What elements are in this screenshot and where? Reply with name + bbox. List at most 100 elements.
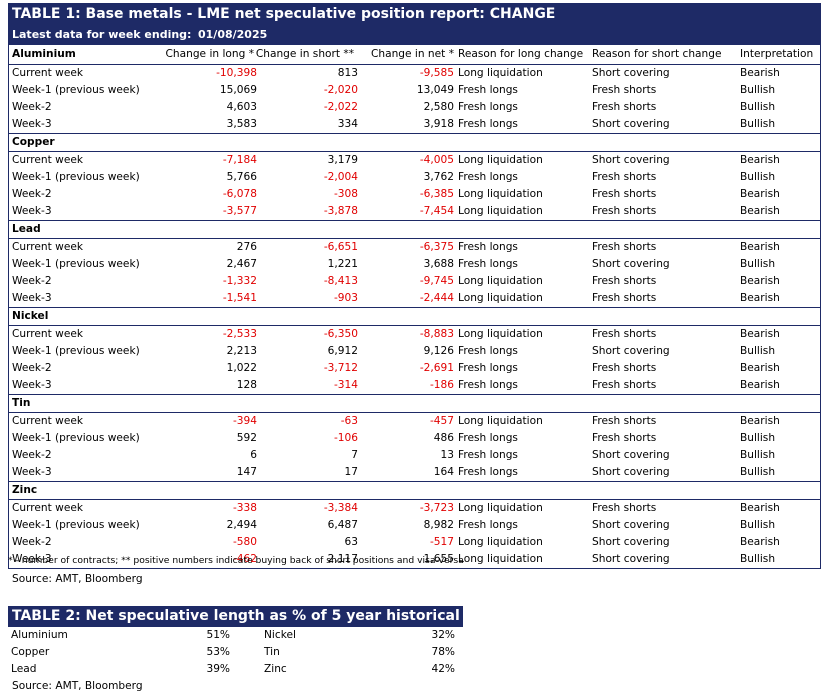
interpretation-cell: Bearish xyxy=(740,362,780,374)
interpretation-cell: Bullish xyxy=(740,258,776,270)
table-row: Week-3 3,583 334 3,918 Fresh longs Short cove… xyxy=(9,116,820,133)
column-header: Change in short ** xyxy=(255,48,354,60)
interpretation-cell: Bearish xyxy=(740,154,780,166)
table2-row: Aluminium 51% Nickel 32% xyxy=(8,627,463,644)
interpretation-cell: Bearish xyxy=(740,292,780,304)
metal-name: Zinc xyxy=(12,484,38,496)
table-row: Week-2 -580 63 -517 Long liquidation Short co… xyxy=(9,534,820,551)
reason-short-cell: Short covering xyxy=(592,466,670,478)
reason-short-cell: Fresh shorts xyxy=(592,432,657,444)
metal-a-cell: Aluminium xyxy=(11,629,68,641)
change-net-cell: 9,126 xyxy=(423,345,454,357)
interpretation-cell: Bearish xyxy=(740,205,780,217)
table-row: Week-3 -3,577 -3,878 -7,454 Long liquidation… xyxy=(9,203,820,220)
reason-long-cell: Fresh longs xyxy=(458,432,518,444)
metal-header-row: Lead xyxy=(9,221,820,239)
reason-short-cell: Fresh shorts xyxy=(592,328,657,340)
interpretation-cell: Bearish xyxy=(740,502,780,514)
pct-b-cell: 78% xyxy=(431,646,455,658)
period-cell: Week-3 xyxy=(12,553,52,565)
change-long-cell: 128 xyxy=(236,379,257,391)
reason-long-cell: Fresh longs xyxy=(458,171,518,183)
reason-long-cell: Fresh longs xyxy=(458,345,518,357)
change-net-cell: -4,005 xyxy=(419,154,454,166)
period-cell: Week-1 (previous week) xyxy=(12,84,140,96)
table-row: Week-2 -1,332 -8,413 -9,745 Long liquidation… xyxy=(9,273,820,290)
table-row: Week-3 -462 2,117 1,655 Long liquidation Shor… xyxy=(9,551,820,568)
reason-short-cell: Short covering xyxy=(592,258,670,270)
reason-short-cell: Fresh shorts xyxy=(592,362,657,374)
reason-long-cell: Fresh longs xyxy=(458,101,518,113)
period-cell: Current week xyxy=(12,67,83,79)
change-long-cell: 147 xyxy=(236,466,257,478)
change-short-cell: -2,004 xyxy=(323,171,358,183)
reason-short-cell: Short covering xyxy=(592,553,670,565)
reason-long-cell: Long liquidation xyxy=(458,205,543,217)
interpretation-cell: Bullish xyxy=(740,519,776,531)
reason-short-cell: Short covering xyxy=(592,345,670,357)
change-short-cell: 6,487 xyxy=(327,519,358,531)
interpretation-cell: Bullish xyxy=(740,553,776,565)
change-long-cell: -394 xyxy=(232,415,257,427)
change-net-cell: 3,762 xyxy=(423,171,454,183)
table-row: Week-1 (previous week) 592 -106 486 Fresh lo… xyxy=(9,430,820,447)
reason-short-cell: Fresh shorts xyxy=(592,205,657,217)
interpretation-cell: Bearish xyxy=(740,188,780,200)
table-row: Current week -7,184 3,179 -4,005 Long liquid… xyxy=(9,152,820,169)
table-row: Week-2 -6,078 -308 -6,385 Long liquidation Fr… xyxy=(9,186,820,203)
period-cell: Week-2 xyxy=(12,188,52,200)
change-short-cell: -308 xyxy=(333,188,358,200)
reason-long-cell: Fresh longs xyxy=(458,241,518,253)
table1: TABLE 1: Base metals - LME net speculati… xyxy=(8,3,821,569)
change-net-cell: -3,723 xyxy=(419,502,454,514)
pct-a-cell: 53% xyxy=(206,646,230,658)
metal-a-cell: Lead xyxy=(11,663,37,675)
table-row: Week-3 128 -314 -186 Fresh longs Fresh shorts… xyxy=(9,377,820,394)
change-net-cell: 13,049 xyxy=(416,84,454,96)
change-long-cell: 1,022 xyxy=(226,362,257,374)
column-header: Reason for long change xyxy=(458,48,584,60)
table-row: Week-3 -1,541 -903 -2,444 Long liquidation Fr… xyxy=(9,290,820,307)
change-short-cell: -2,020 xyxy=(323,84,358,96)
interpretation-cell: Bullish xyxy=(740,171,776,183)
metal-header-row: Nickel xyxy=(9,308,820,326)
reason-long-cell: Long liquidation xyxy=(458,536,543,548)
change-long-cell: 2,494 xyxy=(226,519,257,531)
change-long-cell: -2,533 xyxy=(222,328,257,340)
reason-long-cell: Fresh longs xyxy=(458,258,518,270)
reason-short-cell: Fresh shorts xyxy=(592,415,657,427)
table1-title: TABLE 1: Base metals - LME net speculati… xyxy=(8,3,821,25)
change-short-cell: 63 xyxy=(344,536,358,548)
interpretation-cell: Bearish xyxy=(740,379,780,391)
reason-long-cell: Long liquidation xyxy=(458,67,543,79)
change-short-cell: -106 xyxy=(333,432,358,444)
period-cell: Week-1 (previous week) xyxy=(12,519,140,531)
change-net-cell: -2,691 xyxy=(419,362,454,374)
metal-header-row: Copper xyxy=(9,134,820,152)
metal-block-nickel: Nickel Current week -2,533 -6,350 -8,883 Long… xyxy=(8,308,821,395)
pct-a-cell: 51% xyxy=(206,629,230,641)
interpretation-cell: Bullish xyxy=(740,432,776,444)
interpretation-cell: Bearish xyxy=(740,536,780,548)
table2-rows: Aluminium 51% Nickel 32% Copper 53% Tin 78% Lead… xyxy=(8,627,463,678)
metal-block-lead: Lead Current week 276 -6,651 -6,375 Fresh lon… xyxy=(8,221,821,308)
reason-short-cell: Fresh shorts xyxy=(592,502,657,514)
latest-data-bar: Latest data for week ending: 01/08/2025 xyxy=(8,25,821,45)
metal-name: Copper xyxy=(12,136,55,148)
interpretation-cell: Bearish xyxy=(740,241,780,253)
period-cell: Current week xyxy=(12,502,83,514)
reason-short-cell: Fresh shorts xyxy=(592,101,657,113)
period-cell: Current week xyxy=(12,415,83,427)
table-row: Current week 276 -6,651 -6,375 Fresh longs Fr… xyxy=(9,239,820,256)
period-cell: Week-2 xyxy=(12,101,52,113)
table-row: Week-1 (previous week) 2,494 6,487 8,982 Fre… xyxy=(9,517,820,534)
metal-block-zinc: Zinc Current week -338 -3,384 -3,723 Long liq… xyxy=(8,482,821,569)
reason-short-cell: Fresh shorts xyxy=(592,241,657,253)
metal-block-tin: Tin Current week -394 -63 -457 Long liquidati… xyxy=(8,395,821,482)
change-long-cell: 2,467 xyxy=(226,258,257,270)
change-long-cell: -338 xyxy=(232,502,257,514)
metal-b-cell: Tin xyxy=(264,646,280,658)
period-cell: Week-1 (previous week) xyxy=(12,345,140,357)
reason-short-cell: Fresh shorts xyxy=(592,379,657,391)
interpretation-cell: Bullish xyxy=(740,449,776,461)
